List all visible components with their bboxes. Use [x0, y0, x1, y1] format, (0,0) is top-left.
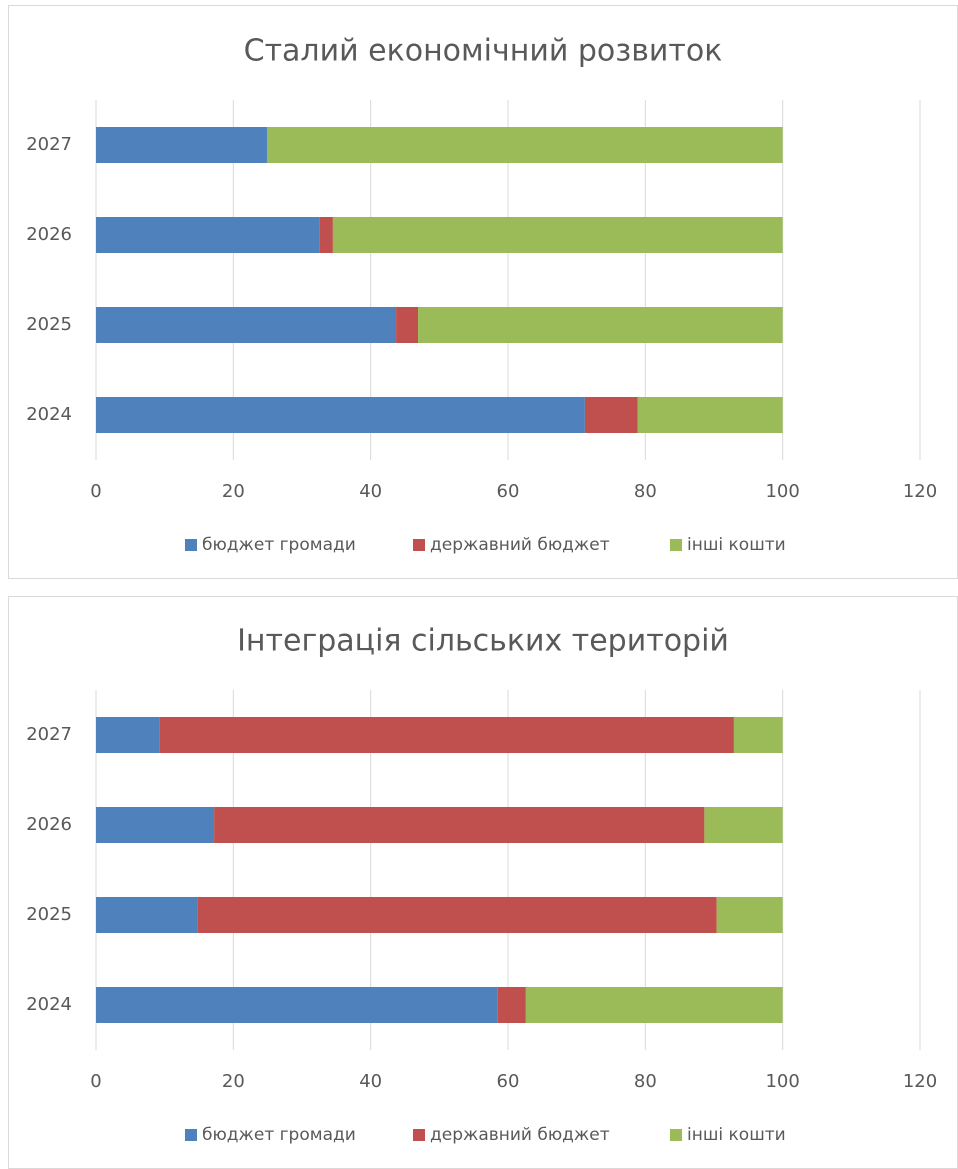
chart-frame — [8, 5, 958, 579]
legend-label: державний бюджет — [430, 1125, 610, 1145]
bar-segment — [637, 397, 783, 433]
y-tick-label: 2025 — [26, 904, 72, 925]
x-tick-label: 100 — [765, 481, 799, 502]
bar-segment — [96, 897, 198, 933]
bar-segment — [96, 217, 320, 253]
legend-swatch — [670, 539, 682, 551]
bar-segment — [733, 717, 783, 753]
legend-label: бюджет громади — [202, 535, 356, 555]
legend-label: державний бюджет — [430, 535, 610, 555]
bar-segment — [96, 807, 215, 843]
bar-segment — [96, 127, 267, 163]
bar-segment — [319, 217, 333, 253]
legend-swatch — [670, 1129, 682, 1141]
x-tick-label: 40 — [359, 1071, 382, 1092]
x-tick-label: 60 — [497, 1071, 520, 1092]
bar-segment — [96, 307, 397, 343]
bar-segment — [584, 397, 638, 433]
x-tick-label: 120 — [903, 481, 937, 502]
y-tick-label: 2024 — [26, 404, 72, 425]
x-tick-label: 100 — [765, 1071, 799, 1092]
y-tick-label: 2025 — [26, 314, 72, 335]
y-tick-label: 2027 — [26, 724, 72, 745]
legend-swatch — [185, 1129, 197, 1141]
bar-segment — [96, 717, 160, 753]
legend-swatch — [413, 1129, 425, 1141]
x-tick-label: 40 — [359, 481, 382, 502]
bar-segment — [418, 307, 783, 343]
legend-label: бюджет громади — [202, 1125, 356, 1145]
bar-segment — [704, 807, 783, 843]
y-tick-label: 2026 — [26, 224, 72, 245]
chart-title: Сталий економічний розвиток — [244, 34, 723, 69]
x-tick-label: 80 — [634, 1071, 657, 1092]
chart-title: Інтеграція сільських територій — [237, 624, 729, 659]
bar-segment — [214, 807, 705, 843]
bar-segment — [266, 127, 783, 163]
y-tick-label: 2024 — [26, 994, 72, 1015]
y-tick-label: 2026 — [26, 814, 72, 835]
bar-segment — [159, 717, 734, 753]
chart-frame — [8, 596, 958, 1169]
legend-swatch — [413, 539, 425, 551]
x-tick-label: 20 — [222, 481, 245, 502]
x-tick-label: 0 — [90, 481, 101, 502]
legend-swatch — [185, 539, 197, 551]
x-tick-label: 20 — [222, 1071, 245, 1092]
bar-segment — [197, 897, 717, 933]
bar-segment — [525, 987, 783, 1023]
bar-segment — [96, 397, 585, 433]
x-tick-label: 120 — [903, 1071, 937, 1092]
bar-segment — [716, 897, 783, 933]
legend-label: інші кошти — [687, 1125, 786, 1145]
legend-label: інші кошти — [687, 535, 786, 555]
bar-segment — [96, 987, 498, 1023]
y-tick-label: 2027 — [26, 134, 72, 155]
bar-segment — [497, 987, 526, 1023]
bar-segment — [396, 307, 419, 343]
x-tick-label: 60 — [497, 481, 520, 502]
x-tick-label: 0 — [90, 1071, 101, 1092]
x-tick-label: 80 — [634, 481, 657, 502]
bar-segment — [332, 217, 783, 253]
